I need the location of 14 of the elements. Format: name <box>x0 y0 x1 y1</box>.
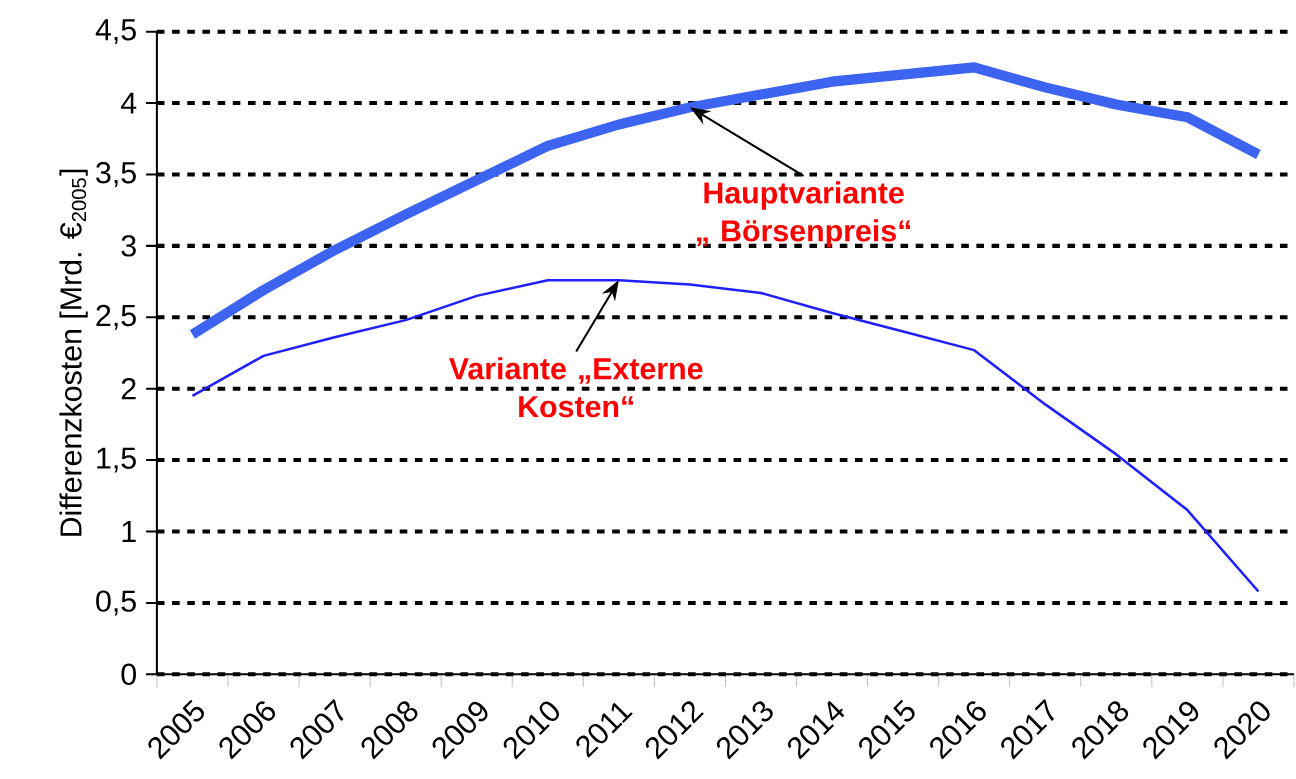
line-series <box>191 278 1260 593</box>
y-tick-label: 1,5 <box>97 447 136 473</box>
y-tick-label: 4 <box>120 92 137 114</box>
y-tick-label: 0,5 <box>96 590 136 616</box>
y-tick-label: 4,5 <box>95 19 136 44</box>
y-tick-label: 2 <box>121 377 136 400</box>
y-tick-label: 3 <box>121 234 136 257</box>
y-axis-title: Differenzkosten [Mrd. €$_{2005}$] <box>59 169 88 536</box>
y-tick-label: 3,5 <box>96 161 136 187</box>
y-tick-label: 1 <box>122 520 136 542</box>
y-tick-label: 0 <box>121 663 136 685</box>
y-tick-label: 2,5 <box>96 304 136 330</box>
annotation: Variante „Externe Kosten“ <box>449 356 703 418</box>
annotation: Hauptvariante „ Börsenpreis“ <box>697 181 911 248</box>
